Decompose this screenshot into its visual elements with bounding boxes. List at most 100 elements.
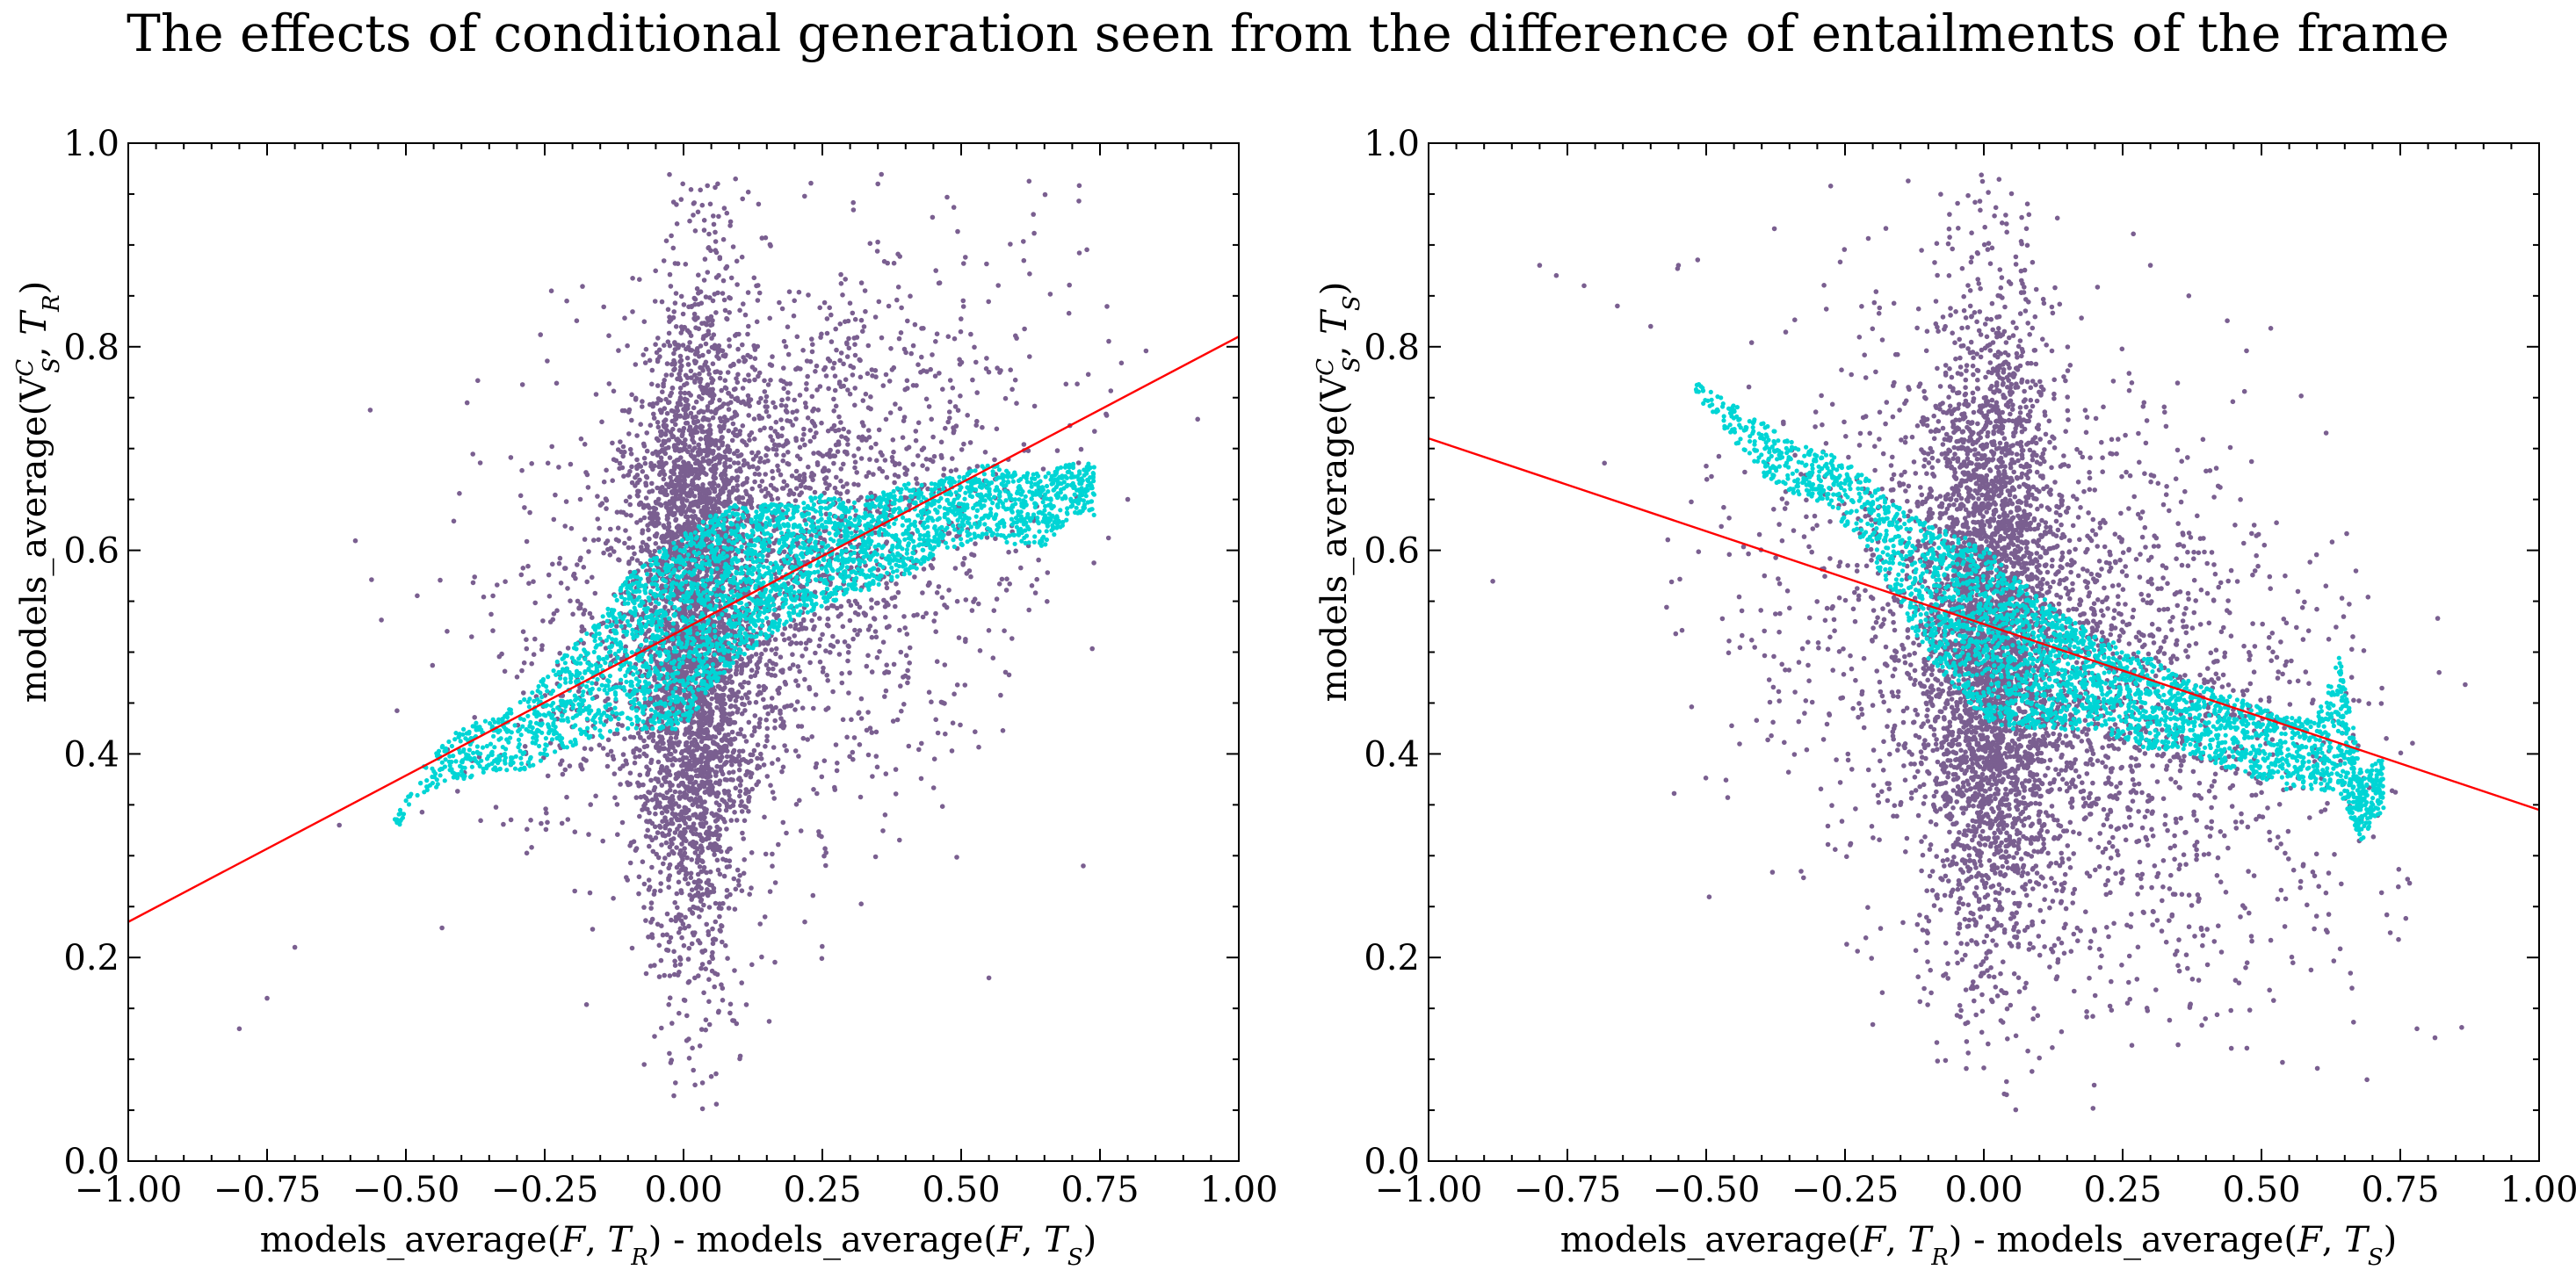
left-scatter-point <box>952 566 959 571</box>
left-scatter-point <box>800 705 806 711</box>
left-scatter-point <box>650 451 655 457</box>
left-scatter-point <box>680 921 686 927</box>
left-scatter-point <box>717 375 723 381</box>
left-scatter-point <box>795 365 800 372</box>
left-scatter-point <box>874 654 880 660</box>
left-scatter-point <box>935 730 941 736</box>
left-scatter-point <box>763 235 769 241</box>
left-scatter-point <box>758 756 764 761</box>
left-scatter-point <box>662 343 667 349</box>
left-scatter-point <box>949 748 955 754</box>
left-scatter-point <box>711 889 717 894</box>
left-scatter-point <box>689 897 694 902</box>
left-scatter-point <box>650 848 656 855</box>
left-scatter-point <box>739 888 745 893</box>
left-scatter-point <box>734 258 740 264</box>
left-scatter-point <box>603 646 609 651</box>
left-scatter-point <box>626 431 632 437</box>
left-scatter-point <box>645 544 650 549</box>
left-scatter-point <box>698 821 703 826</box>
left-scatter-point <box>873 729 879 735</box>
left-scatter-point <box>732 736 738 741</box>
left-scatter-point <box>685 825 691 830</box>
left-scatter-point <box>883 688 889 694</box>
left-scatter-point <box>673 534 679 540</box>
left-scatter-point <box>711 438 717 444</box>
left-scatter-point <box>642 460 648 466</box>
left-scatter-point <box>641 905 647 910</box>
left-scatter-point <box>659 783 665 788</box>
left-scatter-point <box>778 654 784 660</box>
left-scatter-point <box>730 769 736 775</box>
left-scatter-point <box>1008 367 1013 373</box>
left-scatter-point <box>792 498 799 503</box>
left-scatter-point <box>835 639 841 645</box>
left-scatter-point <box>616 348 621 353</box>
left-scatter-point <box>662 855 668 861</box>
left-scatter-point <box>665 307 671 313</box>
left-scatter-point <box>893 401 898 407</box>
left-scatter-point <box>740 684 745 690</box>
left-scatter-point <box>623 528 628 533</box>
left-scatter-point <box>691 812 696 818</box>
left-scatter-point <box>784 747 789 754</box>
left-scatter-point <box>727 846 732 852</box>
left-scatter-point <box>825 678 830 683</box>
left-scatter-point <box>578 602 583 607</box>
left-scatter-point <box>998 368 1003 373</box>
left-scatter-point <box>647 536 652 542</box>
left-scatter-point <box>470 580 476 586</box>
left-scatter-point <box>669 762 676 768</box>
left-scatter-point <box>707 295 713 300</box>
left-scatter-point <box>711 221 717 227</box>
left-scatter-point <box>726 719 732 725</box>
left-scatter-point <box>352 538 358 544</box>
left-x-axis-label: models_average(F, TR) - models_average(F… <box>260 1220 1097 1270</box>
left-scatter-point <box>648 900 655 906</box>
left-scatter-point <box>667 827 672 833</box>
left-scatter-point <box>577 496 583 502</box>
left-scatter-point <box>649 381 655 387</box>
left-scatter-point <box>367 408 373 413</box>
left-scatter-point <box>545 773 551 779</box>
left-scatter-point <box>545 819 550 826</box>
left-scatter-point <box>743 442 749 448</box>
left-scatter-point <box>658 486 663 491</box>
left-scatter-point <box>748 354 753 360</box>
left-scatter-point <box>905 318 910 324</box>
left-scatter-point <box>665 400 671 406</box>
left-scatter-point <box>645 523 650 528</box>
left-scatter-point <box>666 484 672 490</box>
left-scatter-point <box>699 711 705 717</box>
left-scatter-point <box>869 669 875 675</box>
left-scatter-point <box>793 640 800 646</box>
left-scatter-point <box>702 790 708 795</box>
left-scatter-point <box>685 881 691 886</box>
left-scatter-point <box>901 614 907 619</box>
left-scatter-point <box>628 513 633 518</box>
left-scatter-point <box>930 352 935 357</box>
left-scatter-point <box>662 446 669 451</box>
left-scatter-point <box>419 809 425 815</box>
left-scatter-point <box>844 489 850 495</box>
left-scatter-point <box>688 875 694 881</box>
left-scatter-point <box>553 492 558 498</box>
left-scatter-point <box>524 538 530 545</box>
left-scatter-point <box>698 408 704 414</box>
left-scatter-point <box>662 972 667 978</box>
left-scatter-point <box>722 468 727 473</box>
left-scatter-point <box>640 399 645 404</box>
left-scatter-point <box>740 495 746 501</box>
left-scatter-point <box>681 997 687 1003</box>
left-scatter-point <box>698 1027 705 1032</box>
left-scatter-point <box>717 833 722 838</box>
left-scatter-point <box>668 820 674 826</box>
left-scatter-point <box>758 751 763 757</box>
left-scatter-point <box>857 604 863 610</box>
left-scatter-point <box>778 402 785 408</box>
left-scatter-point <box>613 537 619 543</box>
left-scatter-point <box>923 396 930 402</box>
left-scatter-point <box>661 776 667 782</box>
left-scatter-point <box>653 541 659 546</box>
left-scatter-point <box>697 864 703 870</box>
